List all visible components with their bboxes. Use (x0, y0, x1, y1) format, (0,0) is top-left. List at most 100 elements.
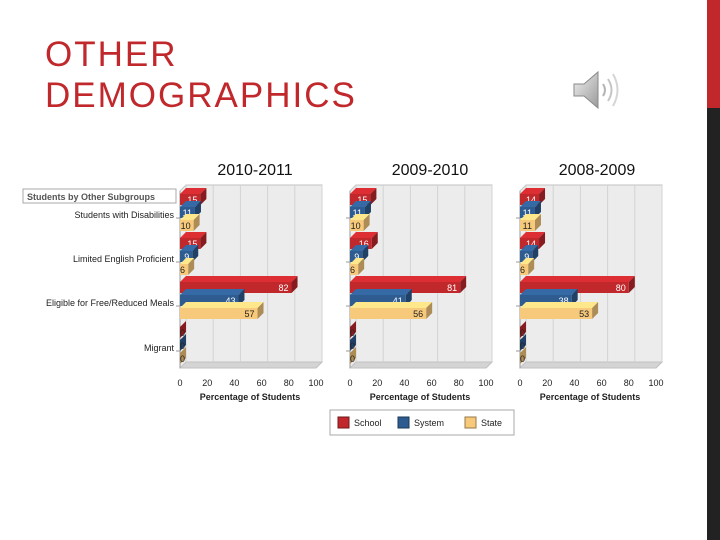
chart-1-bar-state-migrant-label: 0 (350, 354, 355, 364)
chart-2-bar-state-students-with-disabilities-top (520, 214, 541, 220)
chart-0-bar-school-students-with-disabilities-side (200, 188, 207, 205)
chart-1-plot-floor (348, 361, 494, 369)
chart-0-bar-state-migrant-label: 0 (180, 354, 185, 364)
chart-1-bar-state-students-with-disabilities-side (363, 214, 370, 231)
chart-1-bar-state-students-with-disabilities-top (350, 214, 370, 220)
chart-2-bar-state-limited-english-proficient-side (528, 258, 535, 275)
chart-2-bar-state-eligible-for-free-reduced-meals-label: 53 (579, 309, 589, 319)
chart-0-bar-system-limited-english-proficient-label: 9 (184, 252, 189, 262)
speaker-icon[interactable] (572, 69, 622, 111)
chart-0-bar-system-eligible-for-free-reduced-meals-top (180, 289, 245, 295)
chart-2-bar-school-eligible-for-free-reduced-meals-top (520, 276, 635, 282)
chart-1-bar-system-students-with-disabilities (350, 207, 365, 218)
chart-1-bar-state-limited-english-proficient-top (350, 258, 365, 264)
legend-label-system: System (414, 418, 444, 428)
chart-2-x-axis-label: Percentage of Students (540, 392, 641, 402)
chart-0-bar-school-eligible-for-free-reduced-meals-side (291, 276, 298, 293)
chart-1-bar-state-students-with-disabilities-label: 10 (351, 221, 361, 231)
chart-1-xtick-100: 100 (478, 378, 493, 388)
chart-1-bar-system-limited-english-proficient (350, 251, 363, 262)
chart-1-bar-school-limited-english-proficient-side (371, 232, 378, 249)
chart-1-bar-school-limited-english-proficient-top (350, 232, 378, 238)
chart-1-xtick-60: 60 (427, 378, 437, 388)
chart-0-bar-state-eligible-for-free-reduced-meals-top (180, 302, 264, 308)
chart-0-bar-school-students-with-disabilities-top (180, 188, 207, 194)
chart-1-bar-state-limited-english-proficient-label: 6 (350, 265, 355, 275)
chart-0-bar-system-eligible-for-free-reduced-meals-side (238, 289, 245, 306)
chart-0-bar-system-students-with-disabilities (180, 207, 195, 218)
chart-1-x-axis-label: Percentage of Students (370, 392, 471, 402)
chart-2-bar-state-limited-english-proficient-label: 6 (520, 265, 525, 275)
chart-0-bar-school-limited-english-proficient-side (200, 232, 207, 249)
chart-2-bar-school-eligible-for-free-reduced-meals (520, 282, 629, 293)
chart-1-bar-system-eligible-for-free-reduced-meals-top (350, 289, 412, 295)
chart-0-bar-state-students-with-disabilities-top (180, 214, 200, 220)
chart-0-x-axis-label: Percentage of Students (200, 392, 301, 402)
chart-1-bar-system-students-with-disabilities-side (364, 201, 371, 218)
chart-1-bar-state-eligible-for-free-reduced-meals-label: 56 (413, 309, 423, 319)
chart-0-bar-school-migrant-side (180, 321, 186, 338)
chart-0-bar-state-students-with-disabilities-label: 10 (181, 221, 191, 231)
legend-box (329, 409, 515, 436)
chart-2-bar-system-eligible-for-free-reduced-meals-label: 38 (559, 296, 569, 306)
chart-1-bar-state-students-with-disabilities (350, 220, 364, 231)
legend-swatch-system (397, 416, 410, 429)
chart-2-bar-school-eligible-for-free-reduced-meals-side (628, 276, 635, 293)
chart-2-plot-floor (518, 361, 664, 369)
chart-0-bar-system-eligible-for-free-reduced-meals-label: 43 (225, 296, 235, 306)
chart-title-2010-2011: 2010-2011 (217, 162, 293, 179)
chart-0-bar-school-limited-english-proficient-top (180, 232, 207, 238)
chart-2-bar-system-students-with-disabilities-side (534, 201, 541, 218)
chart-1-bar-state-migrant-side (350, 347, 356, 364)
chart-title-2009-2010: 2009-2010 (391, 162, 469, 179)
chart-0-bar-state-limited-english-proficient-label: 6 (180, 265, 185, 275)
chart-2-bar-system-limited-english-proficient-top (520, 245, 539, 251)
chart-2-bar-state-students-with-disabilities-label: 11 (523, 221, 532, 231)
chart-2-bar-school-students-with-disabilities-label: 14 (526, 195, 536, 205)
chart-2-bar-school-limited-english-proficient-label: 14 (526, 239, 536, 249)
chart-1-bar-system-migrant-side (350, 334, 356, 351)
panel-title: Students by Other Subgroups (27, 192, 155, 202)
chart-2-bar-state-eligible-for-free-reduced-meals-top (520, 302, 599, 308)
chart-1-bar-school-eligible-for-free-reduced-meals (350, 282, 461, 293)
chart-1-bar-school-limited-english-proficient-label: 16 (359, 239, 369, 249)
chart-0-bar-school-students-with-disabilities-label: 15 (187, 195, 197, 205)
chart-0-xtick-60: 60 (257, 378, 267, 388)
accent-bar-red (707, 0, 720, 108)
chart-2-bar-school-students-with-disabilities-side (539, 188, 546, 205)
chart-2-bar-school-migrant-side (520, 321, 526, 338)
slide-title: OTHER DEMOGRAPHICS (45, 34, 357, 116)
chart-title-2008-2009: 2008-2009 (558, 162, 636, 179)
chart-1-bar-school-eligible-for-free-reduced-meals-side (460, 276, 467, 293)
chart-2-bar-system-migrant-label: 0 (520, 341, 525, 351)
chart-2-bar-state-migrant-label: 0 (520, 354, 525, 364)
chart-1-bar-school-eligible-for-free-reduced-meals-top (350, 276, 467, 282)
legend-label-state: State (481, 418, 502, 428)
chart-0-bar-school-limited-english-proficient (180, 238, 201, 249)
chart-2-bar-state-students-with-disabilities-side (534, 214, 541, 231)
chart-2-bar-state-students-with-disabilities (520, 220, 535, 231)
chart-0-bar-system-students-with-disabilities-top (180, 201, 201, 207)
chart-1-bar-state-limited-english-proficient-side (358, 258, 365, 275)
chart-0-bar-system-limited-english-proficient (180, 251, 193, 262)
chart-1-bar-school-students-with-disabilities-side (370, 188, 377, 205)
chart-0-bar-system-students-with-disabilities-side (194, 201, 201, 218)
category-label-eligible-for-free-reduced-meals: Eligible for Free/Reduced Meals (46, 298, 175, 308)
chart-2-bar-system-students-with-disabilities-label: 11 (523, 208, 532, 218)
category-label-students-with-disabilities: Students with Disabilities (74, 210, 174, 220)
chart-0-bar-state-limited-english-proficient (180, 264, 189, 275)
chart-0-plot-floor (178, 361, 324, 369)
chart-0-bar-school-students-with-disabilities (180, 194, 201, 205)
chart-2-bar-system-eligible-for-free-reduced-meals (520, 295, 572, 306)
chart-2-xtick-20: 20 (542, 378, 552, 388)
chart-2-xtick-60: 60 (597, 378, 607, 388)
title-line-1: OTHER (45, 35, 178, 74)
chart-2-xtick-0: 0 (517, 378, 522, 388)
chart-0-bar-state-students-with-disabilities (180, 220, 194, 231)
chart-1-xtick-20: 20 (372, 378, 382, 388)
accent-bar-dark (707, 108, 720, 540)
chart-2-bar-state-limited-english-proficient-top (520, 258, 535, 264)
chart-2-bar-school-limited-english-proficient-top (520, 232, 546, 238)
chart-0-bar-state-eligible-for-free-reduced-meals-side (257, 302, 264, 319)
